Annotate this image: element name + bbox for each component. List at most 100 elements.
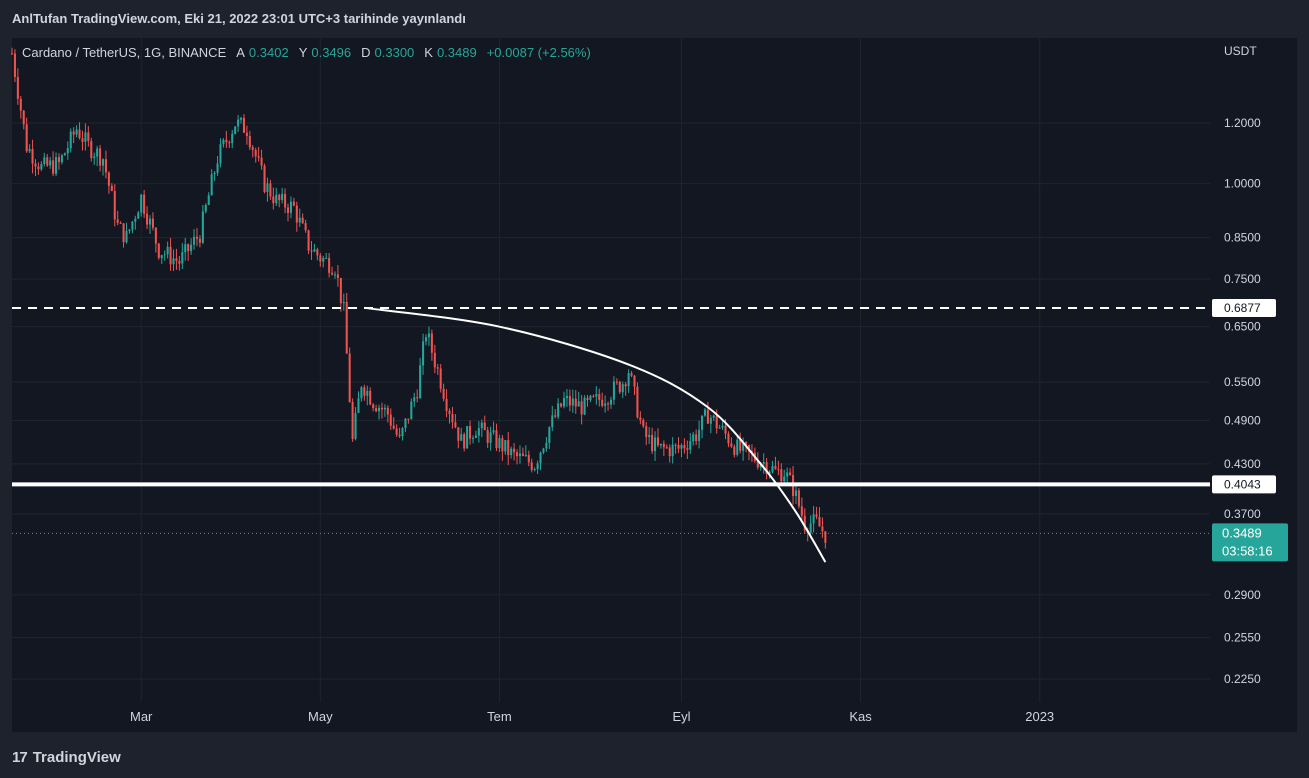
time-tick-label: Eyl <box>672 709 690 724</box>
candle <box>486 426 489 448</box>
candle-body <box>812 514 815 524</box>
candle-body <box>28 149 31 152</box>
candle-body <box>565 396 568 399</box>
candle <box>615 378 618 385</box>
candle <box>471 435 475 444</box>
candle-body <box>63 153 66 156</box>
candle-body <box>419 365 422 399</box>
candle <box>695 429 698 446</box>
candle <box>107 171 110 194</box>
candle <box>395 424 398 437</box>
candle <box>69 128 72 153</box>
candle-body <box>13 53 16 78</box>
candle <box>797 488 800 509</box>
candle <box>286 203 290 222</box>
candle <box>81 130 84 151</box>
candle <box>240 116 243 124</box>
candle <box>90 137 93 162</box>
candle <box>583 395 586 416</box>
candle <box>439 364 442 393</box>
candle <box>63 152 66 156</box>
candle <box>774 456 777 470</box>
candle-body <box>698 429 701 441</box>
candle <box>504 440 507 455</box>
candle <box>413 392 416 408</box>
candle <box>66 141 69 160</box>
candle <box>372 402 375 412</box>
candle-body <box>66 148 69 154</box>
price-tick-label: 0.2250 <box>1224 672 1261 686</box>
candle <box>651 427 654 454</box>
candle <box>518 445 522 464</box>
candle <box>225 131 228 148</box>
candle <box>151 212 154 231</box>
candle <box>204 203 207 214</box>
candle <box>466 425 469 449</box>
price-tick-label: 0.6500 <box>1224 320 1261 334</box>
candle <box>119 221 122 224</box>
candle <box>333 271 337 279</box>
candle-body <box>689 441 692 450</box>
candle-body <box>463 434 466 449</box>
candle-body <box>245 132 248 137</box>
candle-body <box>756 460 759 468</box>
candle <box>668 444 671 463</box>
publish-info: AnlTufan TradingView.com, Eki 21, 2022 2… <box>12 11 466 26</box>
candle-body <box>78 129 81 139</box>
candle-body <box>671 444 674 457</box>
candle-body <box>348 353 351 403</box>
candle-body <box>22 110 25 125</box>
candle-body <box>219 144 222 164</box>
candle <box>463 432 466 452</box>
price-axis-pane[interactable] <box>1210 38 1297 732</box>
candle-body <box>536 463 539 470</box>
symbol-name[interactable]: Cardano / TetherUS, 1G, BINANCE <box>22 45 227 60</box>
candle <box>222 138 225 148</box>
candle <box>378 404 381 420</box>
candle-body <box>474 435 477 438</box>
candle <box>595 386 598 405</box>
candle <box>589 394 592 403</box>
candle-body <box>715 415 718 429</box>
candle-body <box>427 333 430 338</box>
candle-body <box>140 194 143 213</box>
candle <box>260 149 263 170</box>
candle-body <box>542 448 545 453</box>
candle-body <box>336 274 339 278</box>
candle-body <box>125 231 128 243</box>
candle-body <box>416 397 419 399</box>
candle <box>586 394 589 407</box>
candle <box>146 206 149 230</box>
candle-body <box>815 514 818 517</box>
candle-body <box>298 217 301 223</box>
candle <box>316 247 319 261</box>
candle <box>148 215 152 234</box>
candle-body <box>181 252 184 264</box>
candle-body <box>562 398 566 407</box>
candle-body <box>568 396 571 406</box>
time-axis-pane[interactable] <box>12 702 1210 732</box>
candle-body <box>228 142 231 144</box>
candle <box>800 497 803 522</box>
close-label: K <box>424 45 433 60</box>
candle <box>433 344 436 374</box>
time-tick-label: May <box>308 709 333 724</box>
candle-body <box>49 160 52 166</box>
candle-body <box>40 163 43 170</box>
close-value: 0.3489 <box>436 45 477 60</box>
candle <box>34 159 37 177</box>
candle <box>604 395 607 413</box>
candle-body <box>404 418 407 429</box>
symbol-legend[interactable]: Cardano / TetherUS, 1G, BINANCE A 0.3402 … <box>22 45 597 60</box>
candle-body <box>146 213 149 225</box>
chart-pane[interactable] <box>12 38 1210 732</box>
candle <box>313 243 316 253</box>
candle-body <box>210 174 213 196</box>
candle <box>49 156 52 169</box>
current-price-badge <box>1212 523 1288 562</box>
footer-brand[interactable]: 17 TradingView <box>12 744 121 770</box>
candle <box>401 427 404 441</box>
tradingview-brand[interactable]: TradingView <box>32 748 121 766</box>
candle <box>298 208 301 227</box>
